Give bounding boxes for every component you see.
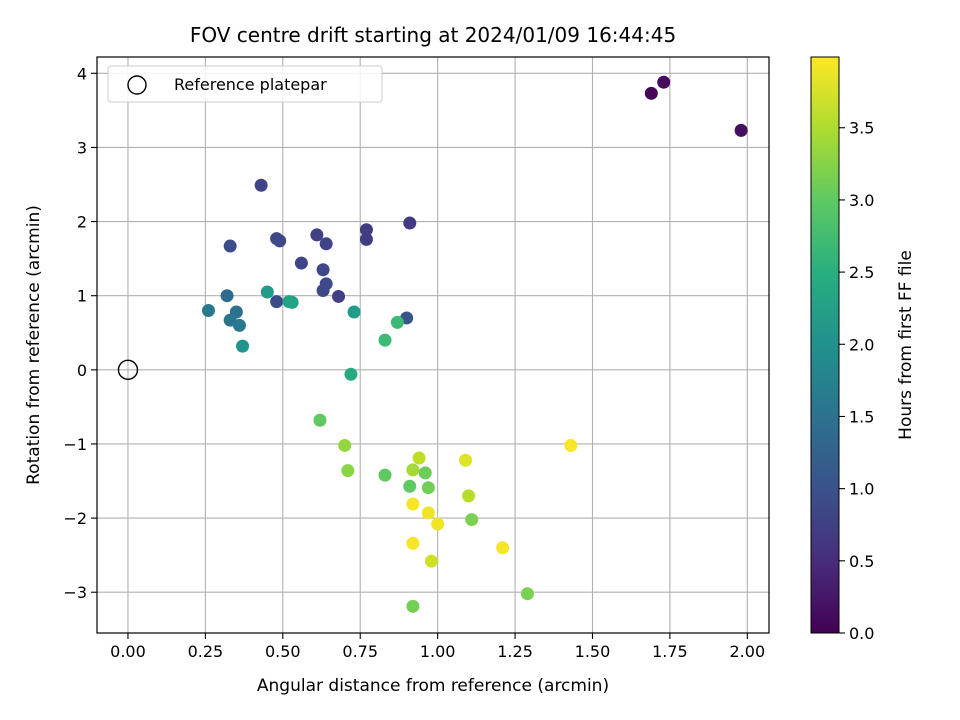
scatter-point (403, 216, 417, 230)
colorbar-tick-label: 2.0 (849, 335, 874, 354)
scatter-point (232, 318, 246, 332)
scatter-point (403, 479, 417, 493)
scatter-point (406, 599, 420, 613)
scatter-point (390, 315, 404, 329)
x-tick-label: 0.50 (265, 642, 301, 661)
x-axis-label: Angular distance from reference (arcmin) (257, 676, 609, 696)
colorbar-tick-label: 3.0 (849, 191, 874, 210)
y-tick-label: −2 (63, 509, 87, 528)
plot-frame (96, 56, 770, 634)
scatter-point (341, 464, 355, 478)
scatter-point (406, 463, 420, 477)
scatter-point (201, 304, 215, 318)
y-tick-label: 1 (77, 287, 87, 306)
scatter-point (465, 513, 479, 527)
x-tick-label: 0.75 (342, 642, 378, 661)
y-tick-label: −3 (63, 583, 87, 602)
scatter-point (338, 438, 352, 452)
data-points (201, 75, 748, 613)
colorbar-ticks: 0.0 0.5 1.0 1.5 2.0 2.5 3.0 3.5 (839, 119, 874, 643)
colorbar-tick-label: 1.0 (849, 480, 874, 499)
colorbar-tick-label: 3.5 (849, 119, 874, 138)
legend-entry-reference: Reference platepar (174, 75, 327, 94)
legend-marker-reference (127, 75, 147, 95)
x-tick-label: 0.25 (188, 642, 224, 661)
scatter-point (270, 295, 284, 309)
x-tick-label: 1.00 (420, 642, 456, 661)
colorbar-tick-label: 0.0 (849, 624, 874, 643)
reference-platepar-marker (117, 359, 139, 381)
scatter-point (496, 541, 510, 555)
legend: Reference platepar (107, 65, 383, 103)
grid-lines (97, 57, 769, 633)
scatter-point (294, 256, 308, 270)
scatter-point (316, 263, 330, 277)
scatter-point (310, 228, 324, 242)
scatter-point (313, 413, 327, 427)
scatter-point (431, 517, 445, 531)
scatter-point (332, 289, 346, 303)
colorbar (810, 56, 840, 634)
y-axis-label: Rotation from reference (arcmin) (24, 205, 44, 485)
x-tick-label: 1.75 (652, 642, 688, 661)
scatter-point (418, 466, 432, 480)
scatter-point (520, 587, 534, 601)
scatter-point (378, 333, 392, 347)
scatter-point (236, 339, 250, 353)
y-tick-label: 0 (77, 361, 87, 380)
y-tick-label: 3 (77, 138, 87, 157)
scatter-point (406, 497, 420, 511)
scatter-point (359, 223, 373, 237)
x-tick-label: 1.25 (497, 642, 533, 661)
scatter-point (459, 453, 473, 467)
scatter-point (359, 232, 373, 246)
scatter-point (734, 123, 748, 137)
x-tick-label: 2.00 (730, 642, 766, 661)
scatter-point (424, 554, 438, 568)
y-axis-ticks: −3 −2 −1 0 1 2 3 4 (63, 64, 97, 602)
scatter-point (260, 285, 274, 299)
scatter-point (273, 234, 287, 248)
colorbar-tick-label: 1.5 (849, 407, 874, 426)
scatter-point (421, 481, 435, 495)
scatter-point (285, 295, 299, 309)
scatter-point (462, 489, 476, 503)
y-tick-label: −1 (63, 435, 87, 454)
scatter-point (223, 239, 237, 253)
scatter-point (378, 468, 392, 482)
x-tick-label: 0.00 (110, 642, 146, 661)
scatter-point (657, 75, 671, 89)
scatter-point (319, 237, 333, 251)
scatter-point (564, 438, 578, 452)
colorbar-tick-label: 0.5 (849, 552, 874, 571)
scatter-point (406, 536, 420, 550)
x-axis-ticks: 0.00 0.25 0.50 0.75 1.00 1.25 1.50 1.75 2.00 (110, 633, 765, 661)
scatter-point (412, 451, 426, 465)
colorbar-tick-label: 2.5 (849, 263, 874, 282)
legend-box (107, 65, 383, 103)
colorbar-label: Hours from first FF file (896, 250, 916, 440)
x-tick-label: 1.50 (575, 642, 611, 661)
chart-title: FOV centre drift starting at 2024/01/09 … (190, 23, 676, 47)
scatter-point (344, 367, 358, 381)
scatter-point (347, 305, 361, 319)
scatter-point (220, 289, 234, 303)
scatter-point (644, 86, 658, 100)
scatter-point (254, 178, 268, 192)
y-tick-label: 4 (77, 64, 87, 83)
reference-marker-group (117, 359, 139, 381)
scatter-point (421, 506, 435, 520)
scatter-point (316, 284, 330, 298)
y-tick-label: 2 (77, 213, 87, 232)
